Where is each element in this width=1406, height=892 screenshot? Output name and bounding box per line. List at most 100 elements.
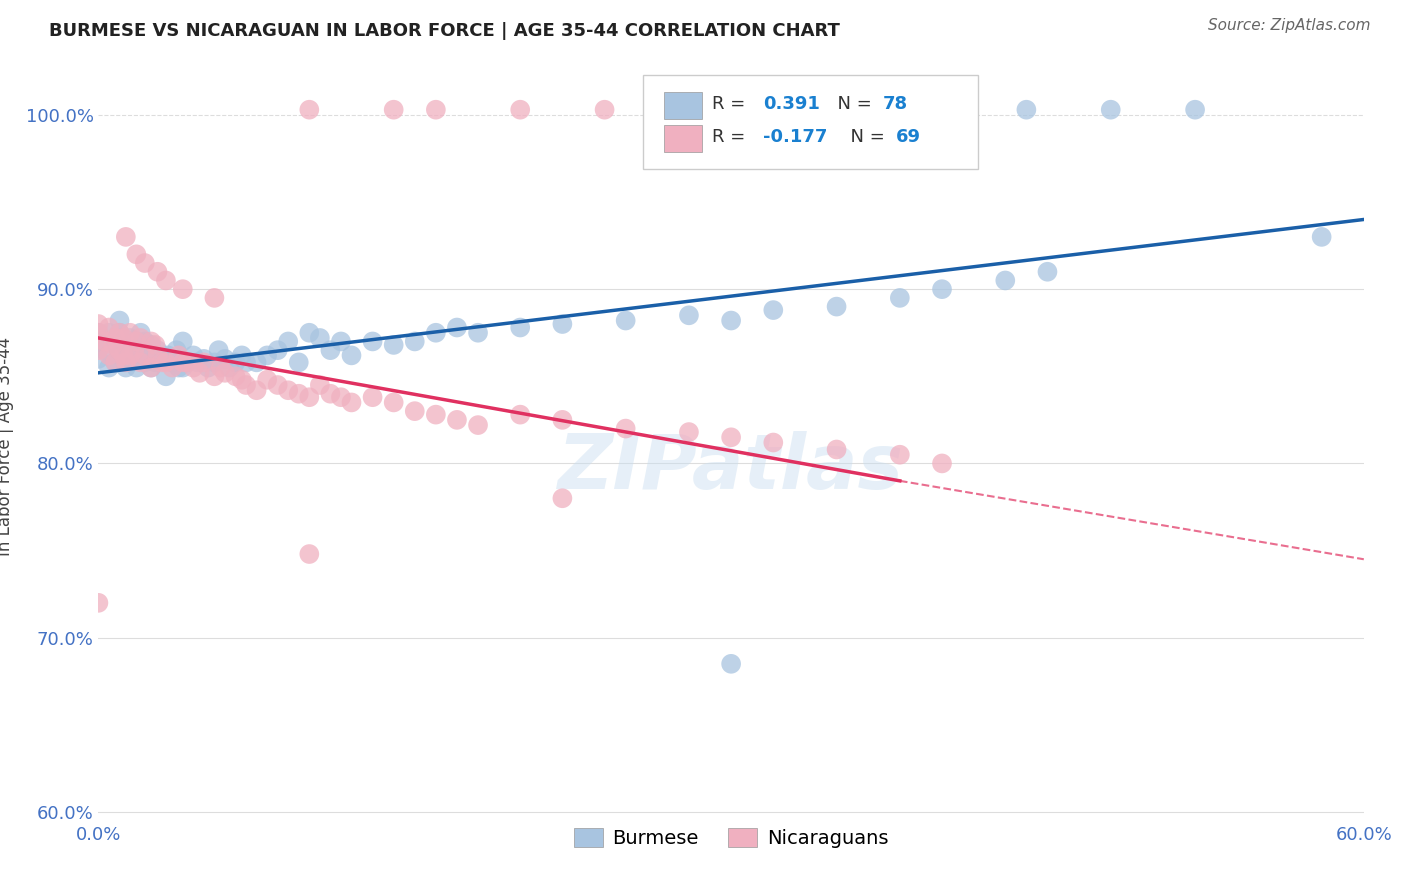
Point [141, 360, 163, 375]
Point [467, 418, 489, 433]
Point [551, 317, 574, 331]
Point [108, 326, 131, 340]
Point [340, 348, 363, 362]
Point [134, 256, 156, 270]
Text: N =: N = [825, 95, 877, 113]
Point [162, 360, 183, 375]
Point [103, 334, 125, 349]
Point [214, 351, 236, 366]
Point [246, 383, 269, 397]
Point [193, 355, 215, 369]
Point [112, 348, 135, 362]
Point [446, 320, 468, 334]
Point [382, 338, 405, 352]
Point [287, 386, 309, 401]
Point [120, 348, 141, 362]
Point [614, 421, 637, 435]
Point [98, 320, 121, 334]
Point [125, 334, 148, 349]
Point [155, 369, 177, 384]
Point [382, 395, 405, 409]
Point [720, 313, 742, 327]
Point [467, 326, 489, 340]
Point [720, 657, 742, 671]
Point [172, 282, 194, 296]
Point [382, 103, 405, 117]
Point [931, 282, 953, 296]
Point [87, 334, 110, 349]
Point [146, 343, 169, 358]
Point [186, 355, 209, 369]
Point [167, 360, 190, 375]
Point [87, 326, 110, 340]
Point [125, 334, 148, 349]
Point [361, 334, 384, 349]
Point [889, 291, 911, 305]
Point [183, 360, 205, 375]
Point [361, 390, 384, 404]
Point [134, 348, 156, 362]
Point [98, 326, 121, 340]
Point [176, 355, 198, 369]
Point [446, 413, 468, 427]
Point [121, 343, 143, 358]
Point [404, 334, 426, 349]
Point [120, 355, 141, 369]
Point [509, 103, 531, 117]
Point [166, 343, 188, 358]
Point [124, 351, 146, 366]
Point [162, 355, 183, 369]
Point [267, 343, 290, 358]
Point [1036, 265, 1059, 279]
Point [141, 338, 163, 352]
Point [183, 348, 205, 362]
Point [425, 408, 447, 422]
Point [104, 355, 127, 369]
Point [309, 331, 332, 345]
Text: R =: R = [711, 128, 751, 146]
Point [125, 247, 148, 261]
Point [172, 355, 194, 369]
Point [115, 355, 138, 369]
Point [208, 343, 231, 358]
Point [218, 360, 240, 375]
Point [762, 435, 785, 450]
Point [120, 326, 141, 340]
Point [1184, 103, 1206, 117]
Point [846, 103, 869, 117]
Point [197, 360, 219, 375]
Point [825, 442, 848, 457]
Point [298, 326, 321, 340]
Text: 78: 78 [883, 95, 908, 113]
Point [762, 303, 785, 318]
Point [176, 355, 198, 369]
Point [551, 413, 574, 427]
Point [614, 313, 637, 327]
Point [129, 331, 152, 345]
Point [209, 360, 232, 375]
Point [98, 360, 121, 375]
Point [298, 390, 321, 404]
Point [231, 348, 253, 362]
Text: -0.177: -0.177 [762, 128, 827, 146]
Point [994, 273, 1017, 287]
Point [287, 355, 309, 369]
Point [256, 348, 278, 362]
Point [120, 331, 141, 345]
Point [103, 338, 125, 352]
Point [931, 457, 953, 471]
Bar [664, 93, 702, 119]
Point [87, 596, 110, 610]
Point [277, 334, 299, 349]
Point [115, 230, 138, 244]
Point [762, 103, 785, 117]
Point [267, 378, 290, 392]
Legend: Burmese, Nicaraguans: Burmese, Nicaraguans [567, 820, 896, 856]
Point [112, 334, 135, 349]
Point [889, 448, 911, 462]
Point [146, 348, 169, 362]
Point [108, 313, 131, 327]
Point [98, 348, 121, 362]
Point [87, 343, 110, 358]
Point [825, 300, 848, 314]
